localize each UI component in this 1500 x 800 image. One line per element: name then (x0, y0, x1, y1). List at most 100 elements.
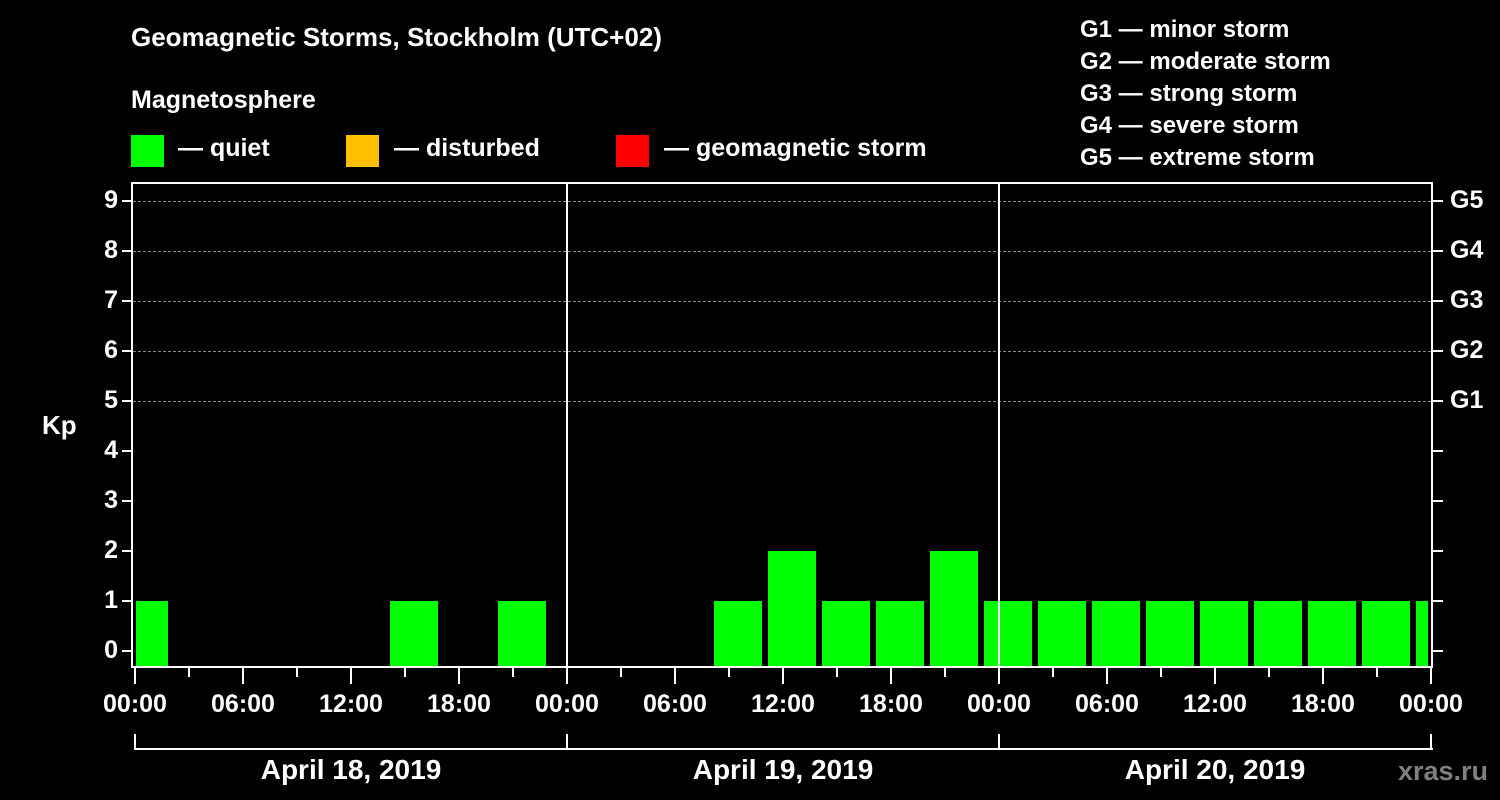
right-tick (1433, 250, 1443, 252)
legend-swatch-storm (616, 135, 649, 167)
x-tick-label: 18:00 (1291, 690, 1355, 718)
right-tick (1433, 400, 1443, 402)
x-tick (1322, 668, 1324, 684)
day-bracket (134, 748, 1433, 750)
day-bracket-tick (134, 734, 136, 750)
y-tick (122, 600, 132, 602)
x-tick (782, 668, 784, 684)
y-tick-label: 0 (104, 636, 118, 664)
kp-bar (714, 601, 762, 667)
x-tick (1376, 668, 1378, 677)
g-scale-item: G3 — strong storm (1080, 80, 1298, 107)
y-tick-label: 2 (104, 536, 118, 564)
day-bracket-tick (1430, 734, 1432, 750)
x-tick (134, 668, 136, 684)
chart-subtitle: Magnetosphere (131, 86, 316, 114)
right-tick (1433, 500, 1443, 502)
x-tick (1430, 668, 1432, 684)
kp-bar (876, 601, 924, 667)
x-tick-label: 00:00 (1399, 690, 1463, 718)
chart-title: Geomagnetic Storms, Stockholm (UTC+02) (131, 22, 662, 52)
kp-bar (1308, 601, 1356, 667)
y-tick (122, 400, 132, 402)
x-tick (998, 668, 1000, 684)
gridline (133, 351, 1431, 352)
g-level-label: G5 (1450, 186, 1484, 214)
kp-bar (822, 601, 870, 667)
x-tick (1214, 668, 1216, 684)
gridline (133, 401, 1431, 402)
x-tick (296, 668, 298, 677)
g-scale-item: G1 — minor storm (1080, 16, 1290, 43)
x-tick (836, 668, 838, 677)
y-tick (122, 450, 132, 452)
kp-bar (1038, 601, 1086, 667)
right-tick (1433, 300, 1443, 302)
legend-swatch-quiet (131, 135, 164, 167)
right-tick (1433, 650, 1443, 652)
x-tick (1106, 668, 1108, 684)
day-separator (998, 182, 1000, 668)
gridline (133, 251, 1431, 252)
x-tick-label: 00:00 (535, 690, 599, 718)
day-bracket-tick (998, 734, 1000, 750)
y-tick (122, 350, 132, 352)
y-tick (122, 550, 132, 552)
x-tick-label: 00:00 (103, 690, 167, 718)
x-tick (620, 668, 622, 677)
x-tick (566, 668, 568, 684)
y-tick-label: 8 (104, 236, 118, 264)
x-tick (890, 668, 892, 684)
right-tick (1433, 450, 1443, 452)
kp-bar (1200, 601, 1248, 667)
x-tick (350, 668, 352, 684)
kp-bar (136, 601, 168, 667)
x-tick (512, 668, 514, 677)
kp-bar (498, 601, 546, 667)
legend-label-disturbed: — disturbed (394, 134, 540, 162)
x-tick (1160, 668, 1162, 677)
kp-bar (930, 551, 978, 667)
legend-swatch-disturbed (346, 135, 379, 167)
g-level-label: G1 (1450, 386, 1484, 414)
y-tick-label: 7 (104, 286, 118, 314)
y-tick (122, 250, 132, 252)
y-tick (122, 200, 132, 202)
kp-bar (1362, 601, 1410, 667)
y-tick-label: 9 (104, 186, 118, 214)
x-tick (1268, 668, 1270, 677)
kp-bar (984, 601, 1032, 667)
y-tick (122, 300, 132, 302)
x-tick-label: 06:00 (1075, 690, 1139, 718)
day-label: April 19, 2019 (692, 754, 874, 785)
y-tick-label: 1 (104, 586, 118, 614)
g-scale-legend: G1 — minor storm G2 — moderate storm G3 … (1080, 14, 1331, 174)
x-tick (728, 668, 730, 677)
plot-area (131, 182, 1433, 668)
x-tick-label: 12:00 (751, 690, 815, 718)
right-tick (1433, 550, 1443, 552)
gridline (133, 301, 1431, 302)
x-tick (242, 668, 244, 684)
legend-label-quiet: — quiet (178, 134, 270, 162)
day-bracket-tick (566, 734, 568, 750)
x-tick-label: 18:00 (427, 690, 491, 718)
g-level-label: G4 (1450, 236, 1484, 264)
right-tick (1433, 600, 1443, 602)
x-tick-label: 00:00 (967, 690, 1031, 718)
x-tick (404, 668, 406, 677)
gridline (133, 201, 1431, 202)
y-tick-label: 6 (104, 336, 118, 364)
x-tick-label: 06:00 (643, 690, 707, 718)
site-credit[interactable]: xras.ru (1397, 756, 1488, 786)
g-scale-item: G2 — moderate storm (1080, 48, 1331, 75)
x-tick-label: 06:00 (211, 690, 275, 718)
x-tick (944, 668, 946, 677)
g-scale-item: G5 — extreme storm (1080, 144, 1315, 171)
y-axis-label: Kp (42, 410, 77, 440)
x-tick (674, 668, 676, 684)
day-label: April 18, 2019 (260, 754, 442, 785)
g-level-label: G3 (1450, 286, 1484, 314)
y-tick-label: 4 (104, 436, 118, 464)
x-tick (188, 668, 190, 677)
